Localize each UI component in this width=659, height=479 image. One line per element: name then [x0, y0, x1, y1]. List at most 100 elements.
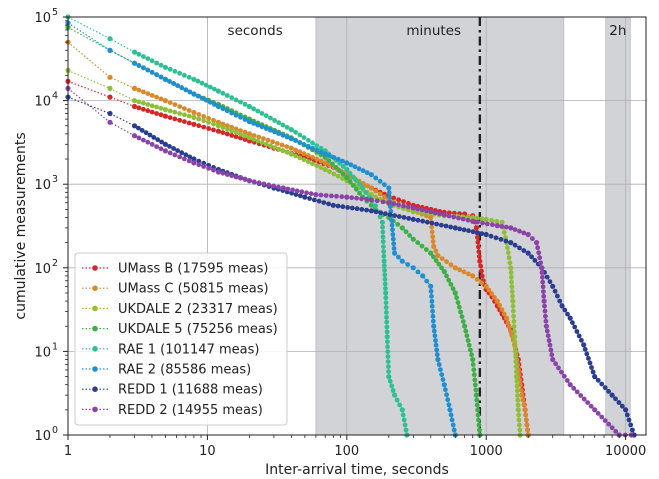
data-point	[557, 299, 562, 304]
data-point	[310, 146, 315, 151]
data-point	[332, 172, 337, 177]
data-point	[599, 382, 604, 387]
data-point	[204, 98, 209, 103]
data-point	[449, 262, 454, 267]
data-point	[281, 148, 286, 153]
data-point	[540, 270, 545, 275]
legend-label: REDD 2 (14955 meas)	[118, 403, 263, 418]
data-point	[378, 214, 383, 219]
data-point	[361, 168, 366, 173]
data-point	[391, 232, 396, 237]
data-point	[251, 137, 256, 142]
data-point	[444, 224, 449, 229]
data-point	[544, 319, 549, 324]
data-point	[385, 339, 390, 344]
data-point	[526, 232, 531, 237]
data-point	[378, 192, 383, 197]
data-point	[586, 356, 591, 361]
data-point	[474, 398, 479, 403]
data-point	[513, 227, 518, 232]
data-point	[461, 319, 466, 324]
data-point	[373, 189, 378, 194]
legend: UMass B (17595 meas)UMass C (50815 meas)…	[75, 253, 287, 425]
data-point	[472, 372, 477, 377]
data-point	[216, 169, 221, 174]
data-point	[517, 418, 522, 423]
data-point	[196, 112, 201, 117]
data-point	[519, 393, 524, 398]
data-point	[369, 185, 374, 190]
data-point	[384, 315, 389, 320]
data-point	[435, 357, 440, 362]
legend-swatch-marker	[92, 346, 98, 352]
data-point	[243, 177, 248, 182]
data-point	[513, 359, 518, 364]
data-point	[375, 198, 380, 203]
data-point	[479, 281, 484, 286]
data-point	[537, 255, 542, 260]
data-point	[562, 374, 567, 379]
data-point	[508, 225, 513, 230]
data-point	[533, 258, 538, 263]
legend-swatch-marker	[92, 265, 98, 271]
data-point	[420, 273, 425, 278]
data-point	[457, 305, 462, 310]
data-point	[541, 294, 546, 299]
data-point	[163, 65, 168, 70]
legend-box	[75, 253, 287, 425]
data-point	[159, 75, 164, 80]
data-point	[344, 195, 349, 200]
data-point	[476, 245, 481, 250]
data-point	[402, 215, 407, 220]
data-point	[364, 208, 369, 213]
data-point	[319, 193, 324, 198]
data-point	[200, 81, 205, 86]
data-point	[225, 172, 230, 177]
data-point	[444, 392, 449, 397]
data-point	[390, 227, 395, 232]
data-point	[234, 98, 239, 103]
data-point	[411, 265, 416, 270]
x-axis-label: Inter-arrival time, seconds	[265, 462, 449, 478]
y-tick-exponent-1: 1	[52, 341, 58, 352]
data-point	[321, 200, 326, 205]
data-point	[268, 116, 273, 121]
data-point	[453, 265, 458, 270]
data-point	[513, 243, 518, 248]
data-point	[137, 63, 142, 68]
data-point	[548, 279, 553, 284]
data-point	[154, 105, 159, 110]
data-point	[522, 403, 527, 408]
data-point	[132, 50, 137, 55]
data-point	[141, 65, 146, 70]
data-point	[472, 378, 477, 383]
data-point	[302, 157, 307, 162]
data-point	[221, 130, 226, 135]
data-point	[317, 199, 322, 204]
data-point	[272, 130, 277, 135]
data-point	[508, 240, 513, 245]
data-point	[137, 136, 142, 141]
data-point	[553, 289, 558, 294]
data-point	[383, 295, 388, 300]
data-point	[383, 277, 388, 282]
data-point	[544, 324, 549, 329]
data-point	[440, 256, 445, 261]
data-point	[407, 233, 412, 238]
data-point	[345, 205, 350, 210]
data-point	[323, 167, 328, 172]
data-point	[521, 231, 526, 236]
data-point	[572, 325, 577, 330]
data-point	[272, 118, 277, 123]
data-point	[623, 407, 628, 412]
data-point	[340, 159, 345, 164]
data-point	[568, 316, 573, 321]
data-point	[204, 83, 209, 88]
data-point	[479, 269, 484, 274]
data-point	[383, 211, 388, 216]
legend-swatch-marker	[92, 306, 98, 312]
data-point	[132, 133, 137, 138]
data-point	[225, 132, 230, 137]
data-point	[514, 364, 519, 369]
data-point	[359, 207, 364, 212]
